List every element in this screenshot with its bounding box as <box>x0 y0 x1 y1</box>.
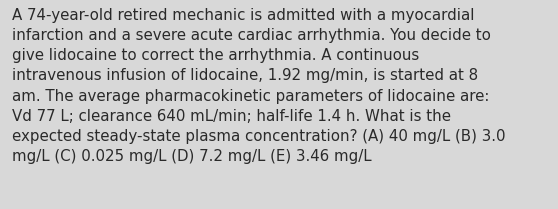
Text: A 74-year-old retired mechanic is admitted with a myocardial
infarction and a se: A 74-year-old retired mechanic is admitt… <box>12 8 506 164</box>
